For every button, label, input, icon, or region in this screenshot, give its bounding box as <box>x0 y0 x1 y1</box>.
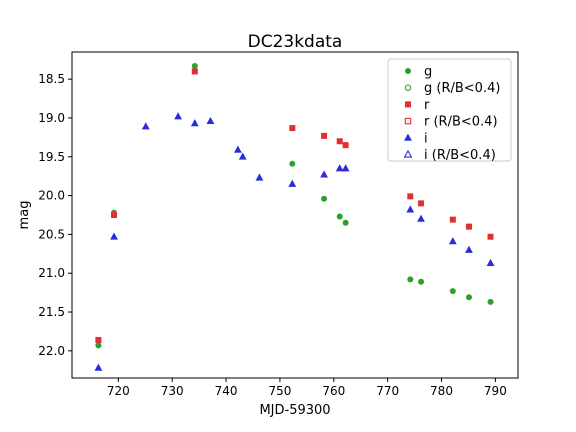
data-point <box>288 179 297 187</box>
data-point <box>465 245 473 253</box>
legend-label: r <box>424 98 430 113</box>
legend-marker <box>404 84 412 91</box>
data-point <box>320 170 328 178</box>
data-point <box>449 216 456 223</box>
data-point <box>465 223 472 230</box>
x-tick-label: 790 <box>484 384 507 398</box>
legend-marker <box>404 101 411 108</box>
legend: gg (R/B<0.4) r r (R/B<0.4)i i (R/B<0.4) <box>387 58 512 163</box>
data-point <box>341 164 350 172</box>
data-point <box>448 237 457 245</box>
data-point <box>407 276 414 283</box>
data-point <box>465 294 472 301</box>
plot-area <box>71 51 519 379</box>
legend-label: i <box>424 131 428 146</box>
y-tick-label: 21.0 <box>38 266 65 280</box>
data-point <box>336 138 343 145</box>
x-tick-label: 750 <box>268 384 291 398</box>
chart-title: DC23kdata <box>248 32 343 52</box>
data-point <box>407 193 414 200</box>
data-point <box>418 278 425 285</box>
x-axis: 720 730 740 750 760 770 780 790 <box>107 378 507 398</box>
y-tick-label: 21.5 <box>38 305 65 319</box>
data-point <box>418 200 425 207</box>
data-point <box>95 342 102 349</box>
y-tick-label: 20.5 <box>38 227 65 241</box>
x-tick-label: 780 <box>430 384 453 398</box>
data-point <box>487 298 494 305</box>
data-point <box>487 233 494 240</box>
data-point <box>206 116 215 124</box>
data-point <box>95 336 102 343</box>
data-point <box>110 232 118 240</box>
data-point <box>94 363 103 371</box>
data-points <box>94 62 495 371</box>
legend-label: i (R/B<0.4) <box>424 148 496 163</box>
x-tick-label: 760 <box>322 384 345 398</box>
data-point <box>449 288 456 295</box>
data-point <box>342 142 349 149</box>
data-point <box>342 219 349 226</box>
x-tick-label: 770 <box>376 384 399 398</box>
y-axis: 18.5 19.0 19.5 20.0 20.5 21.0 21.5 22.0 <box>38 72 72 358</box>
y-tick-label: 20.0 <box>38 189 65 203</box>
legend-label: r (R/B<0.4) <box>424 115 498 130</box>
legend-marker <box>403 149 413 158</box>
data-point <box>191 62 198 69</box>
data-point <box>406 205 415 213</box>
series-2 <box>95 68 494 343</box>
x-tick-label: 730 <box>161 384 184 398</box>
series-4 <box>94 112 495 371</box>
legend-label: g <box>424 65 432 80</box>
y-tick-label: 22.0 <box>38 344 65 358</box>
data-point <box>141 122 150 130</box>
data-point <box>111 212 118 219</box>
y-tick-label: 18.5 <box>38 72 65 86</box>
legend-marker <box>404 133 412 141</box>
data-point <box>289 160 296 167</box>
y-axis-label: mag <box>17 201 32 230</box>
data-point <box>486 258 495 267</box>
legend-label: g (R/B<0.4) <box>424 81 500 96</box>
data-point <box>238 152 247 160</box>
data-point <box>321 132 328 139</box>
legend-marker <box>404 68 411 75</box>
x-axis-label: MJD-59300 <box>259 403 330 418</box>
x-tick-label: 720 <box>107 384 130 398</box>
data-point <box>255 173 264 181</box>
x-tick-label: 740 <box>215 384 238 398</box>
data-point <box>321 195 328 202</box>
data-point <box>335 164 344 172</box>
data-point <box>289 125 296 132</box>
data-point <box>336 213 343 220</box>
data-point <box>417 214 425 222</box>
data-point <box>174 112 183 120</box>
legend-box <box>387 58 512 162</box>
legend-marker <box>404 117 412 125</box>
data-point <box>191 68 198 75</box>
y-tick-label: 19.0 <box>38 111 65 125</box>
data-point <box>233 145 242 153</box>
y-tick-label: 19.5 <box>38 150 65 164</box>
data-point <box>190 119 199 127</box>
